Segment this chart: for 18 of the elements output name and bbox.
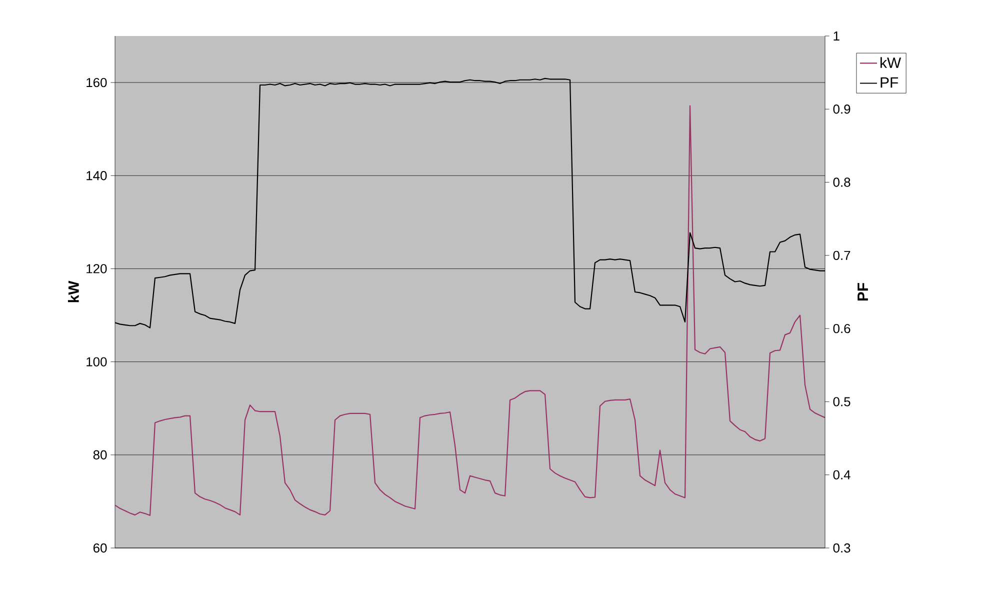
y2-tick-label: 0.7	[833, 250, 850, 260]
y2-axis-title: PF	[858, 282, 868, 301]
legend-label: PF	[880, 77, 898, 88]
y2-tick-label: 0.6	[833, 324, 850, 334]
y2-tick-label: 0.9	[833, 104, 850, 114]
y-tick-label: 140	[86, 171, 107, 180]
y-tick-label: 80	[93, 450, 107, 460]
legend-label: kW	[880, 57, 902, 68]
y-tick-label: 60	[93, 543, 107, 553]
y-tick-label: 120	[86, 264, 107, 274]
y2-tick-label: 0.4	[833, 470, 850, 480]
y2-tick-label: 0.5	[833, 397, 850, 406]
y-axis-title: kW	[68, 280, 79, 302]
y2-tick-label: 0.8	[833, 178, 850, 187]
y-tick-label: 160	[86, 78, 107, 88]
y2-tick-label: 1	[834, 32, 840, 40]
y-tick-label: 100	[86, 357, 107, 366]
y2-tick-label: 0.3	[833, 543, 850, 553]
